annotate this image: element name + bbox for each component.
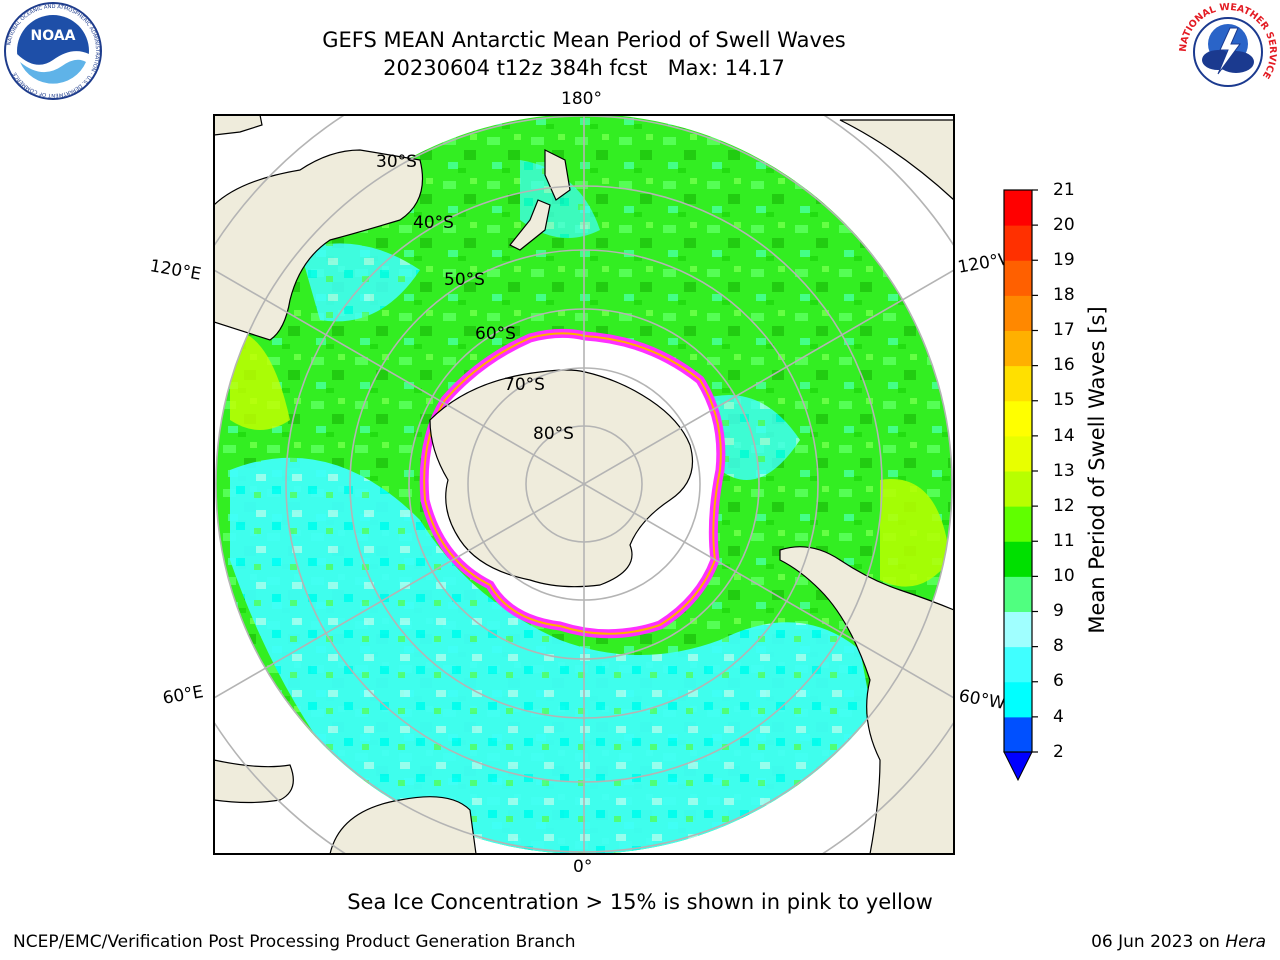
colorbar-tick-19: 19 [1053, 250, 1075, 270]
colorbar-tick-8: 8 [1053, 636, 1064, 656]
colorbar-segment [1004, 365, 1032, 402]
noaa-logo: NATIONAL OCEANIC AND ATMOSPHERIC ADMINIS… [4, 2, 102, 100]
colorbar-segment [1004, 471, 1032, 507]
colorbar-segment [1004, 295, 1032, 331]
footer-credit: NCEP/EMC/Verification Post Processing Pr… [13, 932, 576, 952]
colorbar-segment [1004, 190, 1032, 226]
colorbar [1003, 189, 1038, 782]
sea-ice-note: Sea Ice Concentration > 15% is shown in … [347, 890, 933, 914]
colorbar-segment [1004, 541, 1032, 577]
colorbar-segment [1004, 576, 1032, 612]
colorbar-segment [1004, 646, 1032, 683]
colorbar-segment [1004, 435, 1032, 472]
footer-date: 06 Jun 2023 on Hera [1091, 932, 1266, 952]
footer-host: Hera [1225, 932, 1266, 952]
lat-label-50s: 50°S [444, 270, 485, 290]
nws-logo: NATIONAL WEATHER SERVICE [1178, 2, 1278, 100]
colorbar-segment [1004, 716, 1032, 753]
colorbar-segment [1004, 400, 1032, 437]
lat-label-70s: 70°S [504, 375, 545, 395]
colorbar-tick-18: 18 [1053, 285, 1075, 305]
colorbar-tick-14: 14 [1053, 426, 1075, 446]
colorbar-tick-20: 20 [1053, 215, 1075, 235]
colorbar-tick-2: 2 [1053, 742, 1064, 762]
colorbar-tick-21: 21 [1053, 180, 1075, 200]
colorbar-segment [1004, 611, 1032, 648]
colorbar-tick-6: 6 [1053, 671, 1064, 691]
colorbar-tick-9: 9 [1053, 601, 1064, 621]
colorbar-tick-15: 15 [1053, 390, 1075, 410]
lon-label-180: 180° [561, 89, 602, 109]
colorbar-tick-4: 4 [1053, 707, 1064, 727]
map-frame [213, 114, 955, 855]
colorbar-tick-11: 11 [1053, 531, 1075, 551]
lat-label-30s: 30°S [376, 152, 417, 172]
colorbar-tick-16: 16 [1053, 355, 1075, 375]
noaa-logo-text: NOAA [31, 28, 76, 44]
colorbar-tick-13: 13 [1053, 461, 1075, 481]
colorbar-label: Mean Period of Swell Waves [s] [1085, 306, 1109, 634]
graticule [214, 115, 954, 854]
colorbar-tick-17: 17 [1053, 320, 1075, 340]
lon-label-0: 0° [573, 857, 593, 877]
chart-subtitle: 20230604 t12z 384h fcst Max: 14.17 [383, 56, 785, 80]
lat-label-40s: 40°S [413, 213, 454, 233]
colorbar-tick-12: 12 [1053, 496, 1075, 516]
chart-title: GEFS MEAN Antarctic Mean Period of Swell… [322, 28, 846, 52]
lat-label-60s: 60°S [475, 324, 516, 344]
colorbar-segment [1004, 330, 1032, 367]
colorbar-segment [1004, 225, 1032, 261]
footer-date-text: 06 Jun 2023 on [1091, 932, 1226, 952]
colorbar-segment [1004, 681, 1032, 718]
colorbar-tick-10: 10 [1053, 566, 1075, 586]
colorbar-segment [1004, 506, 1032, 542]
sea-ice-ring [419, 328, 726, 639]
colorbar-segment [1004, 260, 1032, 296]
lat-label-80s: 80°S [533, 424, 574, 444]
